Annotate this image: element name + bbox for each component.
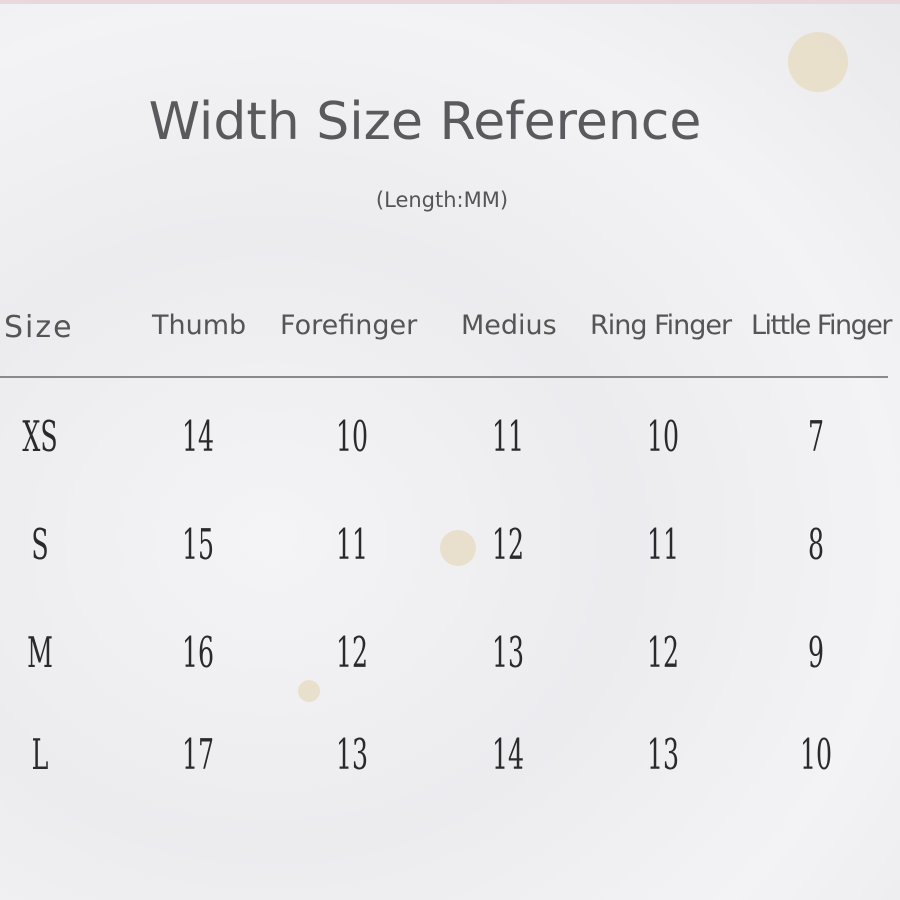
table-cell: 10 — [799, 730, 833, 779]
table-cell: 12 — [335, 628, 369, 677]
decorative-dot — [440, 530, 476, 566]
table-cell: 11 — [491, 412, 525, 461]
table-cell: 17 — [181, 730, 215, 779]
header-little-finger: Little Finger — [751, 310, 892, 341]
header-ring-finger: Ring Finger — [590, 310, 732, 341]
subtitle: (Length:MM) — [375, 188, 509, 212]
table-cell: 16 — [181, 628, 215, 677]
header-medius: Medius — [461, 310, 557, 341]
table-cell: M — [27, 628, 53, 677]
page-title: Width Size Reference — [148, 92, 702, 152]
decorative-dot — [298, 680, 320, 702]
table-cell: 10 — [646, 412, 680, 461]
table-cell: 12 — [491, 520, 525, 569]
table-cell: 7 — [807, 412, 825, 461]
table-cell: 8 — [807, 520, 825, 569]
table-cell: 11 — [335, 520, 369, 569]
header-divider — [0, 376, 888, 378]
header-thumb: Thumb — [152, 310, 247, 341]
header-forefinger: Forefinger — [280, 310, 418, 341]
top-border — [0, 0, 900, 4]
header-size: Size — [4, 310, 74, 345]
table-cell: 13 — [335, 730, 369, 779]
table-cell: 11 — [646, 520, 680, 569]
decorative-dot — [788, 32, 848, 92]
table-cell: 14 — [491, 730, 525, 779]
table-cell: 14 — [181, 412, 215, 461]
table-cell: 13 — [491, 628, 525, 677]
table-cell: L — [31, 730, 49, 779]
table-cell: 9 — [807, 628, 825, 677]
table-cell: 13 — [646, 730, 680, 779]
table-cell: 10 — [335, 412, 369, 461]
table-cell: XS — [22, 412, 58, 461]
table-cell: 12 — [646, 628, 680, 677]
table-cell: 15 — [181, 520, 215, 569]
table-cell: S — [31, 520, 49, 569]
